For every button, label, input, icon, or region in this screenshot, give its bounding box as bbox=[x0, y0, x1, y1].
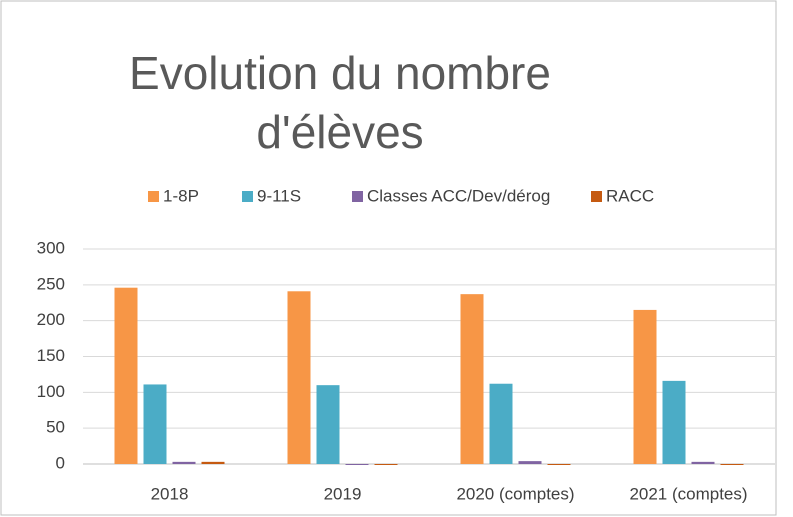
bar bbox=[143, 384, 167, 464]
bar bbox=[374, 464, 398, 465]
y-tick-label: 200 bbox=[37, 310, 65, 329]
legend-label: RACC bbox=[606, 186, 654, 205]
legend-label: 1-8P bbox=[163, 186, 199, 205]
y-tick-label: 250 bbox=[37, 274, 65, 293]
bar bbox=[345, 464, 369, 465]
chart-title: d'élèves bbox=[256, 106, 423, 158]
bar bbox=[114, 287, 138, 464]
y-tick-label: 100 bbox=[37, 382, 65, 401]
chart-title: Evolution du nombre bbox=[129, 47, 551, 99]
x-tick-label: 2020 (comptes) bbox=[456, 484, 574, 503]
legend-label: Classes ACC/Dev/dérog bbox=[367, 186, 550, 205]
x-tick-label: 2018 bbox=[151, 484, 189, 503]
bar bbox=[460, 294, 484, 464]
legend-swatch bbox=[242, 191, 253, 202]
bar bbox=[662, 380, 686, 464]
y-tick-label: 300 bbox=[37, 238, 65, 257]
y-tick-label: 50 bbox=[46, 418, 65, 437]
bar bbox=[518, 461, 542, 464]
bar bbox=[691, 461, 715, 464]
bar bbox=[547, 464, 571, 465]
y-tick-label: 150 bbox=[37, 346, 65, 365]
bar bbox=[316, 385, 340, 464]
legend-label: 9-11S bbox=[257, 186, 301, 205]
x-tick-label: 2019 bbox=[324, 484, 362, 503]
bar bbox=[720, 464, 744, 465]
bar bbox=[172, 461, 196, 464]
y-tick-label: 0 bbox=[56, 453, 65, 472]
bar bbox=[287, 291, 311, 464]
legend-swatch bbox=[591, 191, 602, 202]
bar bbox=[201, 461, 225, 464]
x-tick-label: 2021 (comptes) bbox=[629, 484, 747, 503]
bar bbox=[633, 309, 657, 464]
bar bbox=[489, 383, 513, 464]
legend-swatch bbox=[352, 191, 363, 202]
legend-swatch bbox=[148, 191, 159, 202]
